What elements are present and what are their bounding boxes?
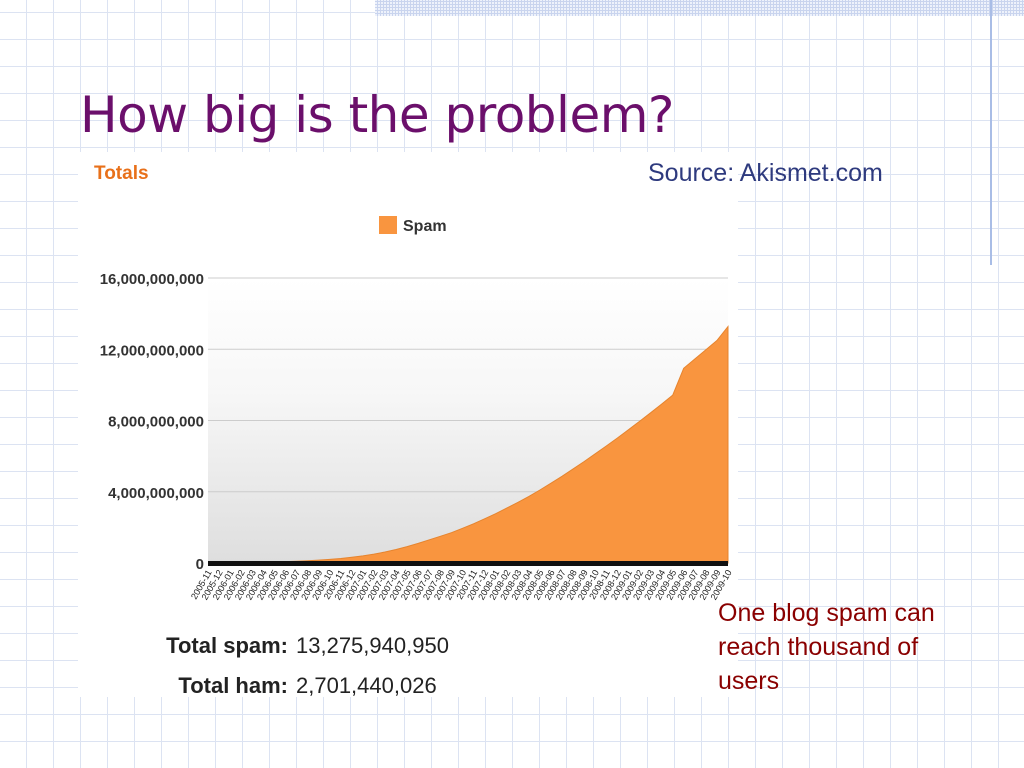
y-axis-ticks: 0 4,000,000,000 8,000,000,000 12,000,000,00… [100,271,204,573]
legend-label-spam: Spam [403,218,447,235]
header-band [375,0,1024,16]
x-axis-baseline [208,561,728,566]
totals-summary: Total spam: 13,275,940,950 Total ham: 2,70… [110,630,449,710]
total-spam-row: Total spam: 13,275,940,950 [110,630,449,670]
legend-swatch-spam [379,216,397,234]
total-ham-value: 2,701,440,026 [296,673,437,698]
y-tick-label: 0 [196,556,204,573]
callout-note: One blog spam can reach thousand of user… [718,599,935,695]
slide-title: How big is the problem? [80,86,674,144]
x-axis-ticks: 2005-112005-122006-012006-022006-032006-… [189,568,734,602]
y-tick-label: 8,000,000,000 [108,414,204,431]
source-text: Source: Akismet.com [648,159,883,187]
legend: Spam [379,216,447,235]
total-ham-label: Total ham: [178,673,288,698]
y-tick-label: 16,000,000,000 [100,271,204,288]
total-spam-value: 13,275,940,950 [296,633,449,658]
y-tick-label: 12,000,000,000 [100,342,204,359]
y-tick-label: 4,000,000,000 [108,485,204,502]
total-ham-row: Total ham: 2,701,440,026 [110,670,449,710]
total-spam-label: Total spam: [166,633,288,658]
chart-title: Totals [94,163,149,184]
slide-rule [990,0,992,265]
